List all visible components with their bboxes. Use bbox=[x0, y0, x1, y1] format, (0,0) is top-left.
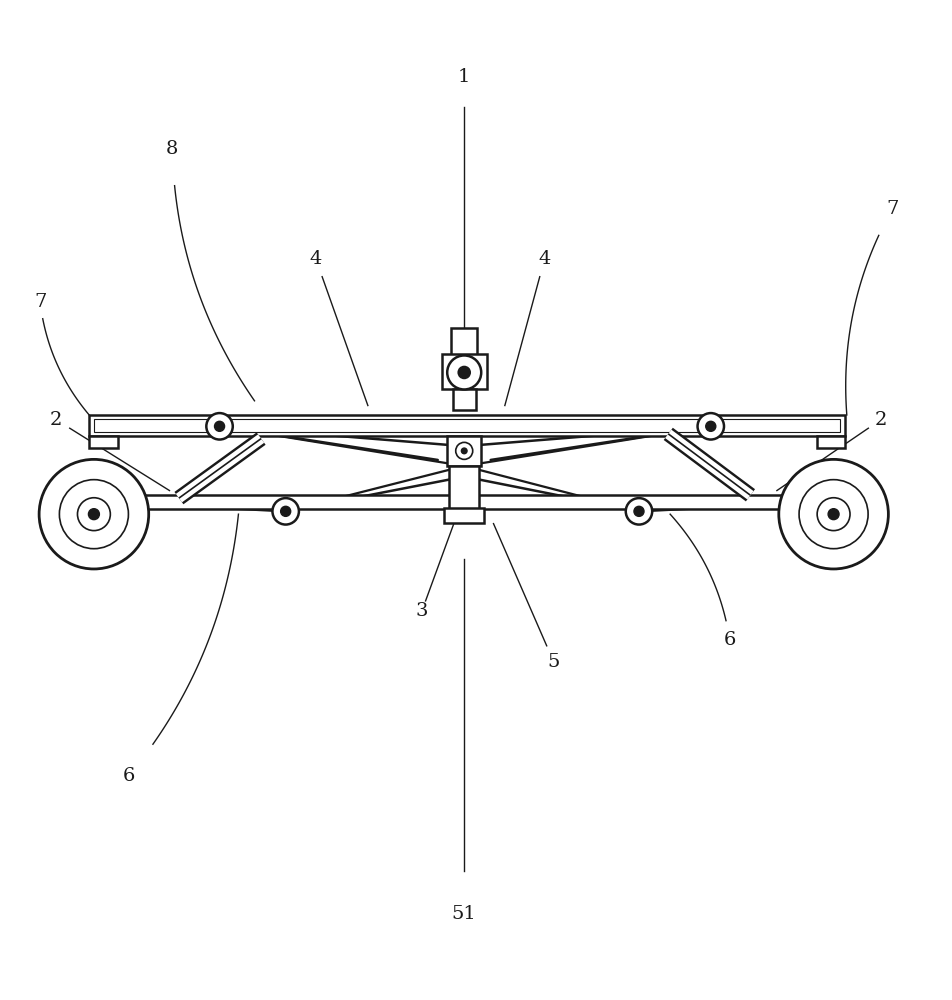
Bar bbox=[816, 436, 844, 448]
Circle shape bbox=[633, 506, 644, 516]
Text: 2: 2 bbox=[50, 411, 62, 429]
Circle shape bbox=[458, 367, 469, 378]
Bar bbox=[89, 415, 844, 436]
Text: 8: 8 bbox=[166, 140, 178, 158]
Bar bbox=[444, 508, 484, 523]
Circle shape bbox=[697, 413, 724, 440]
Circle shape bbox=[455, 442, 472, 459]
Circle shape bbox=[77, 498, 110, 531]
Circle shape bbox=[446, 355, 481, 389]
Bar bbox=[112, 495, 816, 509]
Circle shape bbox=[59, 480, 129, 549]
Text: 7: 7 bbox=[885, 200, 898, 218]
Bar bbox=[89, 436, 117, 448]
Text: 4: 4 bbox=[309, 250, 322, 268]
Circle shape bbox=[827, 509, 838, 520]
Circle shape bbox=[798, 480, 867, 549]
Circle shape bbox=[214, 421, 225, 431]
Bar bbox=[94, 419, 840, 432]
Circle shape bbox=[705, 421, 715, 431]
Text: 6: 6 bbox=[123, 767, 135, 785]
Text: 4: 4 bbox=[538, 250, 550, 268]
Text: 1: 1 bbox=[458, 68, 470, 86]
Text: 7: 7 bbox=[34, 293, 47, 311]
Bar bbox=[446, 436, 481, 466]
Bar bbox=[441, 354, 486, 389]
Bar bbox=[452, 389, 475, 410]
Circle shape bbox=[461, 448, 466, 454]
Circle shape bbox=[816, 498, 849, 531]
Circle shape bbox=[207, 413, 232, 440]
Bar bbox=[450, 328, 477, 355]
Circle shape bbox=[272, 498, 299, 525]
Circle shape bbox=[625, 498, 651, 525]
Text: 3: 3 bbox=[415, 602, 427, 620]
Bar bbox=[448, 466, 479, 511]
Circle shape bbox=[39, 459, 149, 569]
Text: 6: 6 bbox=[723, 631, 735, 649]
Circle shape bbox=[89, 509, 99, 520]
Text: 2: 2 bbox=[874, 411, 886, 429]
Text: 51: 51 bbox=[451, 905, 476, 923]
Circle shape bbox=[778, 459, 887, 569]
Text: 5: 5 bbox=[547, 653, 560, 671]
Circle shape bbox=[280, 506, 290, 516]
